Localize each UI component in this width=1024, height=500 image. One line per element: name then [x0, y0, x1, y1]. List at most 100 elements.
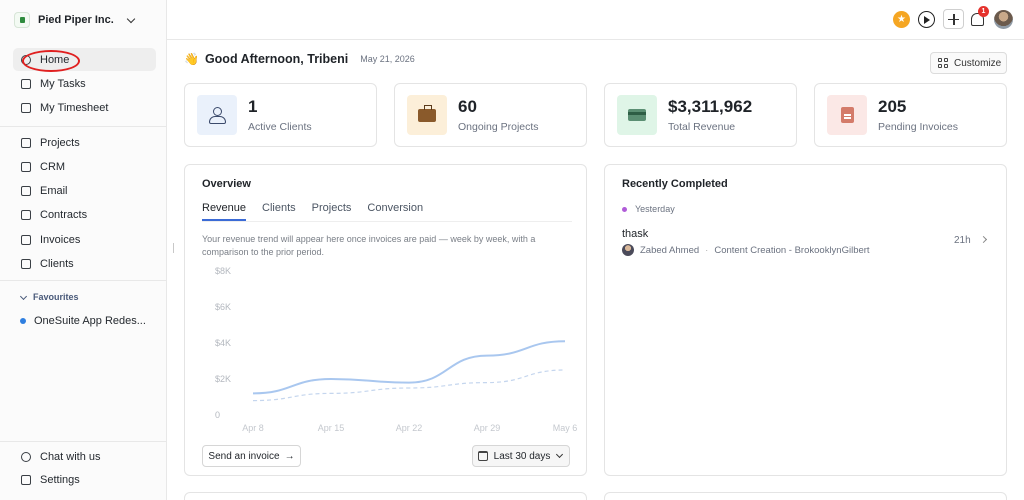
tab-conversion[interactable]: Conversion [367, 202, 424, 214]
recently-completed-title: Recently Completed [622, 178, 728, 190]
premium-star-icon[interactable]: ★ [893, 11, 910, 28]
notification-badge: 1 [978, 6, 989, 17]
nav-item-projects[interactable]: Projects [13, 131, 156, 154]
x-tick-label: Apr 29 [474, 423, 501, 433]
org-name: Pied Piper Inc. [38, 14, 114, 26]
add-button[interactable] [943, 9, 964, 29]
stat-label: Total Revenue [668, 121, 736, 133]
email-icon [21, 185, 31, 196]
date-range-label: Last 30 days [493, 450, 551, 462]
overview-card: Overview Revenue Clients Projects Conver… [184, 164, 587, 476]
stat-icon-box [197, 95, 237, 135]
nav-item-label: Settings [40, 473, 80, 486]
send-invoice-label: Send an invoice [208, 450, 280, 462]
nav-item-label: My Tasks [40, 77, 86, 90]
group-header: Yesterday [622, 204, 675, 214]
bottom-card [184, 492, 587, 500]
settings-icon [21, 474, 31, 485]
task-project: Content Creation - BrokooklynGilbert [714, 244, 870, 256]
y-tick-label: $2K [215, 374, 231, 384]
invoices-icon [21, 234, 31, 245]
contracts-icon [21, 209, 31, 220]
avatar[interactable] [994, 10, 1013, 29]
x-tick-label: Apr 8 [242, 423, 264, 433]
x-tick-label: May 6 [553, 423, 578, 433]
stat-value: $3,311,962 [668, 97, 753, 116]
stat-label: Ongoing Projects [458, 121, 539, 133]
y-tick-label: $4K [215, 338, 231, 348]
send-invoice-button[interactable]: Send an invoice → [202, 445, 301, 467]
favourites-toggle[interactable]: Favourites [20, 292, 79, 302]
play-icon[interactable] [918, 11, 935, 28]
task-user: Zabed Ahmed [640, 244, 700, 256]
project-dot-icon [20, 318, 26, 324]
nav-item-contracts[interactable]: Contracts [13, 203, 156, 226]
nav-item-label: Contracts [40, 208, 88, 221]
stat-card-active-clients[interactable]: 1 Active Clients [184, 83, 377, 147]
sidebar-resize-handle[interactable] [173, 243, 174, 253]
group-dot-icon [622, 206, 627, 212]
tab-projects[interactable]: Projects [311, 202, 352, 214]
nav-item-my-timesheet[interactable]: My Timesheet [13, 96, 156, 119]
nav-item-label: Chat with us [40, 450, 101, 463]
arrow-right-icon: → [284, 450, 295, 462]
overview-title: Overview [202, 178, 251, 190]
favourite-item[interactable]: OneSuite App Redes... [20, 315, 146, 327]
favourite-item-label: OneSuite App Redes... [34, 315, 146, 327]
nav-item-label: Clients [40, 257, 74, 270]
briefcase-icon [418, 104, 436, 122]
stat-card-pending-invoices[interactable]: 205 Pending Invoices [814, 83, 1007, 147]
date-range-select[interactable]: Last 30 days [472, 445, 570, 467]
nav-item-label: CRM [40, 160, 66, 173]
bottom-card [604, 492, 1007, 500]
chevron-down-icon [556, 452, 564, 460]
tasks-icon [21, 78, 31, 89]
topbar: ★ 1 [167, 0, 1024, 40]
greeting: 👋 Good Afternoon, Tribeni May 21, 2026 [184, 52, 415, 66]
nav-item-home[interactable]: Home [13, 48, 156, 71]
stat-value: 60 [458, 97, 477, 116]
sidebar-divider [0, 441, 167, 442]
stat-icon-box [407, 95, 447, 135]
tab-clients[interactable]: Clients [262, 202, 296, 214]
nav-item-email[interactable]: Email [13, 179, 156, 202]
stat-label: Active Clients [248, 121, 312, 133]
task-name: thask [622, 228, 649, 240]
org-switcher[interactable]: Pied Piper Inc. [14, 10, 136, 30]
nav-item-chat[interactable]: Chat with us [13, 445, 156, 468]
series-line-current [252, 340, 566, 395]
wave-emoji: 👋 [184, 52, 199, 66]
task-time: 21h [954, 235, 971, 246]
timesheet-icon [21, 102, 31, 113]
list-item[interactable]: thask Zabed Ahmed · Content Creation - B… [605, 223, 1006, 263]
y-tick-label: 0 [215, 410, 220, 420]
tab-revenue[interactable]: Revenue [202, 202, 247, 221]
nav-item-settings[interactable]: Settings [13, 468, 156, 491]
nav-item-label: Invoices [40, 233, 81, 246]
chevron-down-icon [20, 294, 27, 301]
nav-item-label: Projects [40, 136, 80, 149]
crm-icon [21, 161, 31, 172]
customize-button[interactable]: Customize [930, 52, 1007, 74]
group-label: Yesterday [635, 204, 675, 214]
document-icon [840, 107, 854, 123]
people-icon [208, 107, 226, 124]
overview-description: Your revenue trend will appear here once… [202, 234, 536, 257]
nav-item-invoices[interactable]: Invoices [13, 228, 156, 251]
stat-label: Pending Invoices [878, 121, 958, 133]
favourites-label: Favourites [33, 292, 79, 302]
customize-label: Customize [954, 57, 1002, 69]
sidebar: Pied Piper Inc. Home My Tasks My Timeshe… [0, 0, 167, 500]
home-icon [21, 54, 31, 65]
nav-item-clients[interactable]: Clients [13, 252, 156, 275]
greeting-text: Good Afternoon, Tribeni [204, 52, 349, 66]
y-tick-label: $6K [215, 302, 231, 312]
nav-item-crm[interactable]: CRM [13, 155, 156, 178]
chat-icon [21, 451, 31, 462]
sidebar-divider [0, 280, 167, 281]
bell-icon[interactable] [971, 13, 984, 26]
nav-item-my-tasks[interactable]: My Tasks [13, 72, 156, 95]
stat-card-total-revenue[interactable]: $3,311,962 Total Revenue [604, 83, 797, 147]
projects-icon [21, 137, 31, 148]
stat-card-ongoing-projects[interactable]: 60 Ongoing Projects [394, 83, 587, 147]
